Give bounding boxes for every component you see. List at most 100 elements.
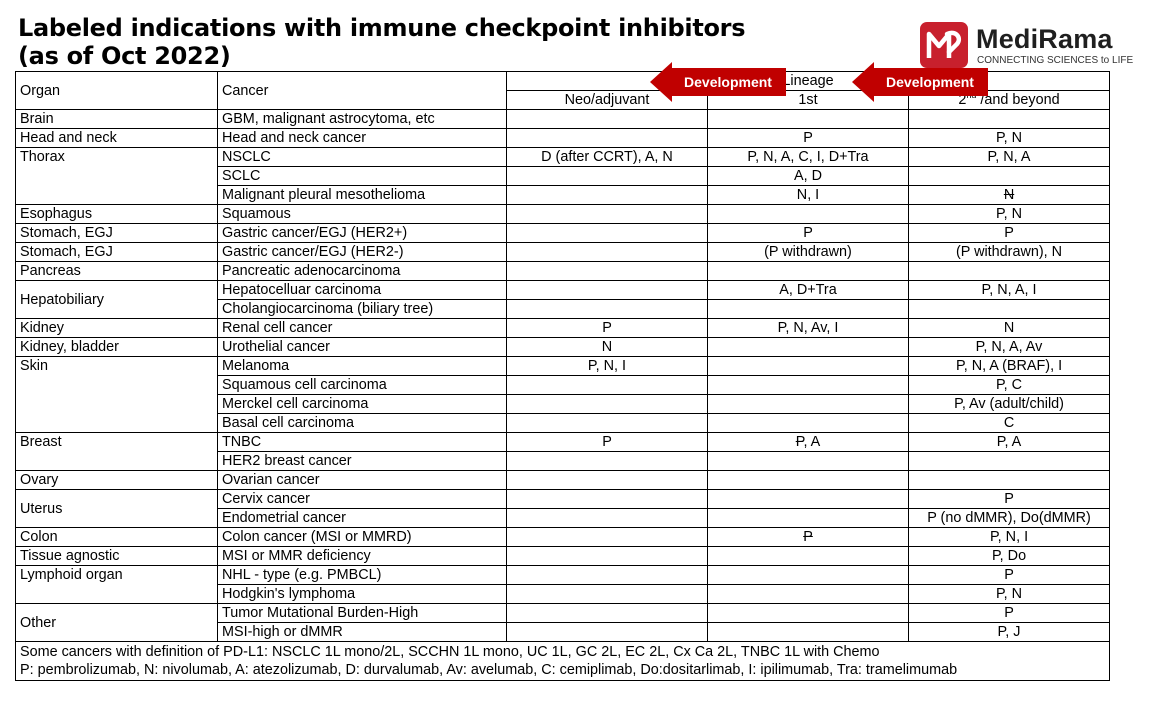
second-cell: P, N, A, Av: [907, 337, 1111, 357]
neo-cell: N: [506, 337, 708, 357]
title-line-1: Labeled indications with immune checkpoi…: [18, 14, 746, 42]
table-row: Merckel cell carcinoma P, Av (adult/child…: [16, 394, 1111, 414]
cancer-cell: Ovarian cancer: [217, 470, 507, 490]
neo-cell: [506, 261, 708, 281]
cancer-cell: Gastric cancer/EGJ (HER2+): [217, 223, 507, 243]
cancer-cell: NHL - type (e.g. PMBCL): [217, 565, 507, 585]
table-row: Other Tumor Mutational Burden-High P: [15, 603, 1111, 642]
title-line-2: (as of Oct 2022): [18, 42, 231, 70]
first-cell: [707, 470, 909, 490]
footer-pdl1-note: Some cancers with definition of PD-L1: N…: [20, 644, 880, 660]
first-cell: [707, 109, 909, 129]
organ-cell: Kidney, bladder: [15, 337, 218, 357]
first-cell: P: [707, 223, 909, 243]
second-cell: P, N: [907, 584, 1111, 604]
first-cell: P, A: [707, 432, 909, 452]
cancer-cell: Pancreatic adenocarcinoma: [217, 261, 507, 281]
organ-cell: Uterus: [15, 489, 218, 528]
arrow-left-icon: [852, 62, 874, 102]
organ-cell: Esophagus: [15, 204, 218, 224]
table-row: Breast TNBC P P, A P, A: [15, 432, 1111, 471]
second-cell: [907, 109, 1111, 129]
first-cell: [707, 413, 909, 433]
cancer-cell: Urothelial cancer: [217, 337, 507, 357]
cancer-cell: Tumor Mutational Burden-High: [217, 603, 507, 623]
cancer-cell: TNBC: [217, 432, 507, 452]
first-cell: [707, 261, 909, 281]
first-cell: [707, 546, 909, 566]
second-cell: [907, 261, 1111, 281]
table-row: Skin Melanoma P, N, I P, N, A (BRAF), I: [15, 356, 1111, 433]
withdrawn-mark: P: [795, 434, 804, 450]
cancer-cell: MSI or MMR deficiency: [217, 546, 507, 566]
neo-cell: [506, 280, 708, 300]
organ-cell: Brain: [15, 109, 218, 129]
logo-tagline: CONNECTING SCIENCES to LIFE: [977, 55, 1134, 66]
neo-cell: [506, 375, 708, 395]
organ-cell: Pancreas: [15, 261, 218, 281]
cancer-cell: Squamous: [217, 204, 507, 224]
cancer-cell: MSI-high or dMMR: [217, 622, 507, 642]
neo-cell: [506, 508, 708, 528]
organ-cell: Stomach, EGJ: [15, 242, 218, 262]
organ-cell: Breast: [15, 432, 218, 471]
first-cell: [707, 299, 909, 319]
page-title: Labeled indications with immune checkpoi…: [18, 14, 746, 70]
first-cell: N, I: [707, 185, 909, 205]
first-cell: [707, 451, 909, 471]
cancer-cell: GBM, malignant astrocytoma, etc: [217, 109, 507, 129]
table-row: Tissue agnostic MSI or MMR deficiency P, D…: [15, 546, 1111, 566]
cancer-cell: Melanoma: [217, 356, 507, 376]
cancer-cell: HER2 breast cancer: [217, 451, 507, 471]
first-cell: [707, 508, 909, 528]
footer-notes: Some cancers with definition of PD-L1: N…: [14, 641, 1111, 681]
table-row: Kidney, bladder Urothelial cancer N P, N, A…: [15, 337, 1111, 357]
neo-cell: [506, 166, 708, 186]
first-cell: [707, 565, 909, 585]
second-cell: P: [907, 603, 1111, 623]
table-row: Esophagus Squamous P, N: [15, 204, 1111, 224]
cancer-cell: Cholangiocarcinoma (biliary tree): [217, 299, 507, 319]
withdrawn-mark: P: [803, 529, 813, 545]
neo-cell: [506, 603, 708, 623]
neo-cell: [506, 394, 708, 414]
table-row: Pancreas Pancreatic adenocarcinoma: [15, 261, 1111, 281]
first-cell: [707, 337, 909, 357]
neo-cell: [506, 565, 708, 585]
header-lineage: Lineage: [505, 71, 1111, 91]
table-row: Colon Colon cancer (MSI or MMRD) P P, N, I: [15, 527, 1111, 547]
neo-cell: [506, 584, 708, 604]
first-line-text: , A: [803, 434, 821, 450]
table-row: Endometrial cancer P (no dMMR), Do(dMMR): [16, 508, 1111, 528]
development-label-2: Development: [872, 68, 988, 96]
cancer-cell: Malignant pleural mesothelioma: [217, 185, 507, 205]
table-row: Brain GBM, malignant astrocytoma, etc: [15, 109, 1111, 129]
neo-cell: [506, 413, 708, 433]
second-cell: P, N: [907, 128, 1111, 148]
development-label-1: Development: [670, 68, 786, 96]
organ-cell: Thorax: [15, 147, 218, 205]
second-cell: P, N, A, I: [907, 280, 1111, 300]
second-cell: P, N, I: [907, 527, 1111, 547]
second-cell: (P withdrawn), N: [907, 242, 1111, 262]
organ-cell: Stomach, EGJ: [15, 223, 218, 243]
second-cell: N: [907, 185, 1111, 205]
table-row: Head and neck Head and neck cancer P P, N: [15, 128, 1111, 148]
second-cell: P, N: [907, 204, 1111, 224]
arrow-left-icon: [650, 62, 672, 102]
organ-cell: Skin: [15, 356, 218, 433]
cancer-cell: Hepatocelluar carcinoma: [217, 280, 507, 300]
first-cell: [707, 204, 909, 224]
organ-cell: Head and neck: [15, 128, 218, 148]
second-cell: P, N, A: [907, 147, 1111, 167]
cancer-cell: Hodgkin's lymphoma: [217, 584, 507, 604]
neo-cell: [506, 527, 708, 547]
second-cell: N: [907, 318, 1111, 338]
table-row: Uterus Cervix cancer P: [15, 489, 1111, 528]
neo-cell: [506, 546, 708, 566]
table-row: Thorax NSCLC D (after CCRT), A, N P, N, A, …: [15, 147, 1111, 205]
neo-cell: [506, 622, 708, 642]
organ-cell: Kidney: [15, 318, 218, 338]
first-cell: [707, 603, 909, 623]
